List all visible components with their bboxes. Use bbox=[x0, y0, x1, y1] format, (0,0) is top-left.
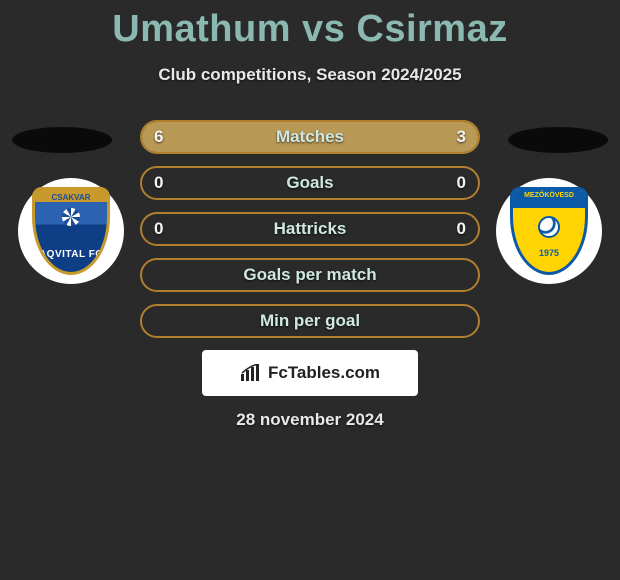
stat-label: Matches bbox=[276, 127, 344, 147]
stat-label: Goals bbox=[286, 173, 333, 193]
stat-row-min-per-goal: Min per goal bbox=[140, 304, 480, 338]
team-badge-left: CSAKVAR AQVITAL FC bbox=[32, 187, 110, 275]
ball-icon bbox=[538, 216, 560, 238]
stat-value-left: 0 bbox=[154, 219, 163, 239]
player-shadow-left bbox=[12, 127, 112, 153]
badge-right-top-text: MEZŐKÖVESD bbox=[513, 192, 585, 199]
stat-row-hattricks: 0 Hattricks 0 bbox=[140, 212, 480, 246]
page-subtitle: Club competitions, Season 2024/2025 bbox=[0, 65, 620, 85]
badge-left-main-text: AQVITAL FC bbox=[35, 249, 107, 260]
player-shadow-right bbox=[508, 127, 608, 153]
brand-card[interactable]: FcTables.com bbox=[202, 350, 418, 396]
team-badge-right: MEZŐKÖVESD 1975 bbox=[510, 187, 588, 275]
page-title: Umathum vs Csirmaz bbox=[0, 0, 620, 51]
stat-value-right: 0 bbox=[457, 219, 466, 239]
stat-label: Hattricks bbox=[274, 219, 347, 239]
stat-row-matches: 6 Matches 3 bbox=[140, 120, 480, 154]
badge-left-top-text: CSAKVAR bbox=[35, 193, 107, 202]
stat-row-goals: 0 Goals 0 bbox=[140, 166, 480, 200]
stat-value-right: 0 bbox=[457, 173, 466, 193]
stat-value-right: 3 bbox=[457, 127, 466, 147]
ball-icon bbox=[62, 208, 80, 226]
bar-chart-icon bbox=[240, 364, 262, 382]
stat-value-left: 6 bbox=[154, 127, 163, 147]
stat-value-left: 0 bbox=[154, 173, 163, 193]
stat-label: Min per goal bbox=[260, 311, 360, 331]
footer-date: 28 november 2024 bbox=[0, 410, 620, 430]
stat-row-goals-per-match: Goals per match bbox=[140, 258, 480, 292]
badge-right-year: 1975 bbox=[513, 248, 585, 258]
stat-label: Goals per match bbox=[243, 265, 376, 285]
stats-rows: 6 Matches 3 0 Goals 0 0 Hattricks 0 Goal… bbox=[140, 120, 480, 350]
team-crest-right: MEZŐKÖVESD 1975 bbox=[496, 178, 602, 284]
team-crest-left: CSAKVAR AQVITAL FC bbox=[18, 178, 124, 284]
brand-text: FcTables.com bbox=[268, 363, 380, 383]
